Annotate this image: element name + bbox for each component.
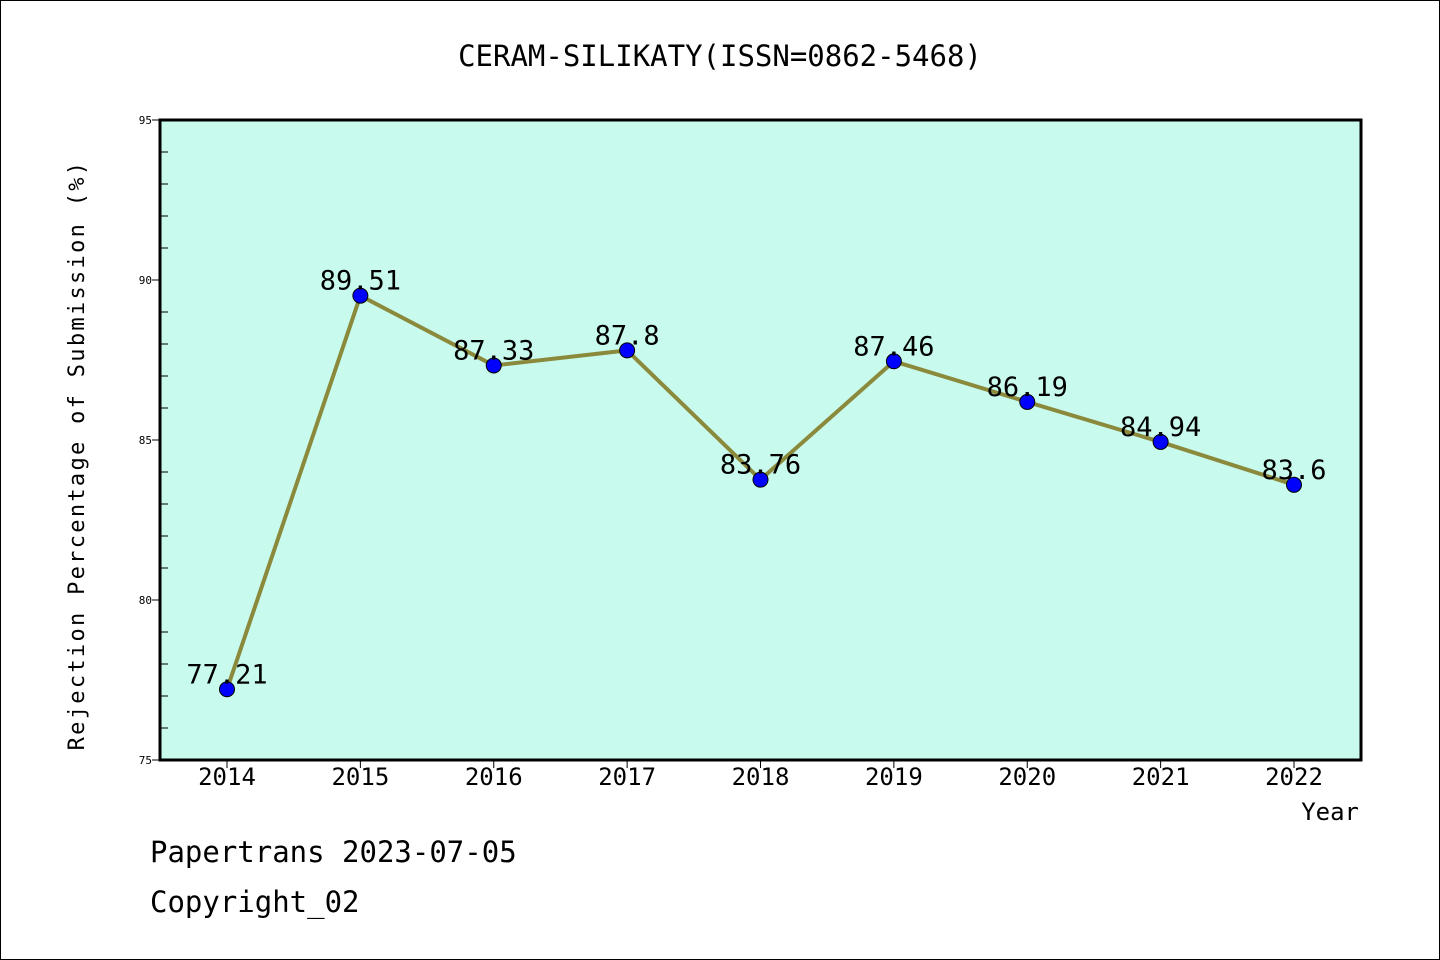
- y-tick-label: 80: [139, 594, 152, 607]
- data-label: 77.21: [186, 659, 267, 690]
- data-label: 87.8: [595, 320, 660, 351]
- footer-date-text: Papertrans 2023-07-05: [150, 835, 517, 869]
- x-tick-label: 2021: [1132, 763, 1190, 791]
- x-tick-label: 2020: [998, 763, 1056, 791]
- y-tick-label: 85: [139, 434, 152, 447]
- x-tick-label: 2017: [598, 763, 656, 791]
- x-tick-label: 2022: [1265, 763, 1323, 791]
- data-point: [485, 357, 502, 374]
- data-label: 86.19: [987, 372, 1068, 403]
- data-label: 84.94: [1120, 412, 1201, 443]
- data-point: [619, 342, 636, 359]
- data-label: 89.51: [320, 266, 401, 297]
- data-point: [1152, 433, 1169, 450]
- x-axis-label: Year: [1301, 798, 1359, 826]
- x-tick-label: 2019: [865, 763, 923, 791]
- data-point: [219, 681, 235, 698]
- y-tick-label: 90: [139, 274, 152, 287]
- chart-title: CERAM-SILIKATY(ISSN=0862-5468): [458, 39, 982, 73]
- x-axis: 2014 2015 2016 2017 2018 2019 2020 2021 2022: [198, 760, 1323, 791]
- y-tick-label: 75: [139, 754, 152, 767]
- x-tick-label: 2018: [732, 763, 790, 791]
- x-tick-label: 2014: [198, 763, 256, 791]
- y-axis: 75 80 85 90 95: [139, 114, 168, 767]
- data-label: 83.6: [1261, 455, 1326, 486]
- data-point: [352, 287, 369, 304]
- y-tick-label: 95: [139, 114, 152, 127]
- copyright-text: Copyright_02: [150, 885, 360, 919]
- x-tick-label: 2016: [465, 763, 523, 791]
- y-axis-label: Rejection Percentage of Submission (%): [65, 160, 90, 751]
- data-point: [1286, 476, 1302, 493]
- data-point: [1019, 393, 1036, 410]
- data-labels: 77.21 89.51 87.33 87.8 83.76 87.46 86.19 84.94 8…: [186, 266, 1326, 691]
- data-label: 87.33: [453, 335, 534, 366]
- data-label: 83.76: [720, 450, 801, 481]
- data-series: [219, 287, 1302, 698]
- data-point: [885, 353, 902, 370]
- x-tick-label: 2015: [331, 763, 389, 791]
- data-label: 87.46: [853, 331, 934, 362]
- data-point: [752, 471, 769, 488]
